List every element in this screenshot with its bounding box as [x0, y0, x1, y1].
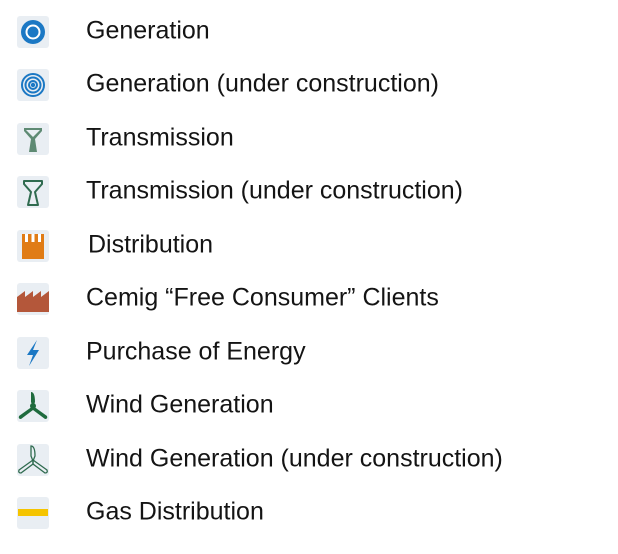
legend-label: Gas Distribution	[86, 498, 264, 526]
icon-purchase-energy	[27, 340, 39, 366]
legend-label: Wind Generation	[86, 391, 274, 419]
legend-label: Generation (under construction)	[86, 70, 439, 98]
icon-transmission-construction	[23, 180, 43, 206]
icon-generation	[21, 20, 45, 44]
icon-generation-construction	[21, 73, 45, 97]
icon-wind-generation	[18, 392, 48, 419]
icon-distribution	[22, 234, 44, 259]
legend-label: Cemig “Free Consumer” Clients	[86, 284, 439, 312]
legend-label: Purchase of Energy	[86, 338, 306, 366]
legend-label: Distribution	[88, 231, 213, 259]
icon-wind-construction	[18, 445, 48, 474]
legend-label: Generation	[86, 17, 210, 45]
icon-transmission	[24, 128, 42, 152]
icon-gas-distribution	[18, 509, 48, 516]
icon-free-consumer	[17, 291, 49, 312]
legend-label: Transmission	[86, 124, 234, 152]
legend-label: Wind Generation (under construction)	[86, 445, 503, 473]
legend-label: Transmission (under construction)	[86, 177, 463, 205]
